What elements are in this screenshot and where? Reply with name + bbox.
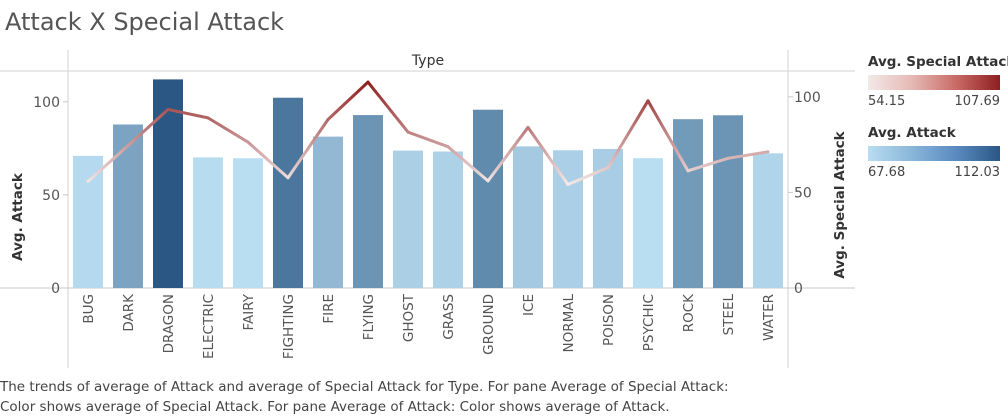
attack-bar-electric bbox=[193, 157, 223, 288]
special-attack-segment-ghost bbox=[406, 130, 450, 149]
attack-bar-dark bbox=[113, 124, 143, 288]
special-attack-segment-electric bbox=[206, 116, 250, 144]
right-tick-label: 100 bbox=[794, 90, 821, 106]
right-axis-title: Avg. Special Attack bbox=[832, 130, 848, 278]
attack-bar-rock bbox=[673, 119, 703, 289]
x-label-dark: DARK bbox=[121, 293, 137, 332]
legend-special-attack-gradient bbox=[868, 75, 1000, 90]
special-attack-segment-steel bbox=[726, 150, 770, 160]
x-label-psychic: PSYCHIC bbox=[641, 294, 657, 351]
x-label-fighting: FIGHTING bbox=[281, 294, 297, 359]
legend-attack-min: 67.68 bbox=[868, 165, 906, 180]
special-attack-segment-ground bbox=[486, 125, 530, 183]
special-attack-segment-ice bbox=[526, 125, 570, 186]
right-axis-ticks: 0 50 100 bbox=[788, 90, 821, 297]
chart-title: Attack X Special Attack bbox=[5, 8, 285, 36]
attack-bar-flying bbox=[353, 115, 383, 288]
attack-bar-bug bbox=[73, 155, 103, 288]
special-attack-segment-rock bbox=[686, 156, 730, 173]
x-label-electric: ELECTRIC bbox=[201, 294, 217, 359]
right-tick-label: 50 bbox=[794, 185, 812, 201]
attack-bar-fire bbox=[313, 136, 343, 288]
attack-bar-ghost bbox=[393, 150, 423, 288]
x-label-poison: POISON bbox=[601, 294, 617, 346]
special-attack-segment-bug bbox=[86, 144, 130, 183]
legend-special-attack-min: 54.15 bbox=[868, 94, 906, 109]
special-attack-segment-poison bbox=[606, 99, 650, 170]
left-tick-label: 100 bbox=[33, 95, 60, 111]
left-axis-ticks: 0 50 100 bbox=[33, 95, 68, 297]
attack-bars bbox=[73, 79, 783, 289]
caption-line-2: Color shows average of Special Attack. F… bbox=[0, 399, 670, 415]
special-attack-line bbox=[86, 80, 770, 186]
x-label-normal: NORMAL bbox=[561, 294, 577, 353]
caption: The trends of average of Attack and aver… bbox=[0, 377, 1000, 417]
x-label-ghost: GHOST bbox=[401, 293, 417, 342]
special-attack-segment-dark bbox=[126, 107, 170, 148]
legends: Avg. Special Attack 54.15 107.69 Avg. At… bbox=[868, 54, 1008, 180]
x-label-rock: ROCK bbox=[681, 293, 697, 332]
x-label-steel: STEEL bbox=[721, 294, 737, 336]
left-tick-label: 50 bbox=[42, 188, 60, 204]
x-label-grass: GRASS bbox=[441, 294, 457, 340]
attack-bar-dragon bbox=[153, 79, 183, 288]
x-label-fairy: FAIRY bbox=[241, 293, 257, 330]
special-attack-segment-normal bbox=[566, 166, 610, 186]
special-attack-segment-psychic bbox=[646, 99, 690, 173]
special-attack-segment-fighting bbox=[286, 118, 330, 180]
dual-axis-chart: Type Avg. Attack Avg. Special Attack 0 50… bbox=[0, 50, 855, 368]
attack-bar-grass bbox=[433, 151, 463, 288]
x-label-dragon: DRAGON bbox=[161, 294, 177, 353]
attack-bar-normal bbox=[553, 150, 583, 288]
legend-attack-gradient bbox=[868, 146, 1000, 161]
caption-line-1: The trends of average of Attack and aver… bbox=[0, 379, 729, 395]
legend-attack-title: Avg. Attack bbox=[868, 125, 956, 141]
special-attack-segment-grass bbox=[446, 145, 490, 183]
x-label-bug: BUG bbox=[81, 294, 97, 324]
x-label-fire: FIRE bbox=[321, 294, 337, 324]
attack-bar-water bbox=[753, 153, 783, 288]
x-label-water: WATER bbox=[761, 294, 777, 341]
special-attack-segment-fire bbox=[326, 80, 370, 122]
x-axis-labels: BUG DARK DRAGON ELECTRIC FAIRY FIGHTING FIRE FL… bbox=[81, 293, 777, 359]
attack-bar-fairy bbox=[233, 158, 263, 288]
attack-bar-fighting bbox=[273, 97, 303, 288]
left-tick-label: 0 bbox=[51, 281, 60, 297]
attack-bar-ice bbox=[513, 146, 543, 288]
legend-attack: Avg. Attack 67.68 112.03 bbox=[868, 125, 1008, 180]
special-attack-segment-flying bbox=[366, 80, 410, 134]
type-header: Type bbox=[411, 53, 444, 69]
left-axis-title: Avg. Attack bbox=[10, 172, 26, 261]
attack-bar-psychic bbox=[633, 158, 663, 288]
legend-special-attack-title: Avg. Special Attack bbox=[868, 54, 1008, 70]
attack-bar-steel bbox=[713, 115, 743, 288]
x-label-ground: GROUND bbox=[481, 294, 497, 355]
attack-bar-poison bbox=[593, 148, 623, 288]
special-attack-segment-fairy bbox=[246, 140, 290, 180]
right-tick-label: 0 bbox=[794, 281, 803, 297]
attack-bar-ground bbox=[473, 109, 503, 288]
legend-special-attack-max: 107.69 bbox=[954, 94, 1001, 109]
legend-attack-max: 112.03 bbox=[954, 165, 1001, 180]
x-label-ice: ICE bbox=[521, 294, 537, 316]
x-label-flying: FLYING bbox=[361, 294, 377, 340]
special-attack-segment-dragon bbox=[166, 107, 210, 120]
legend-special-attack: Avg. Special Attack 54.15 107.69 bbox=[868, 54, 1008, 109]
